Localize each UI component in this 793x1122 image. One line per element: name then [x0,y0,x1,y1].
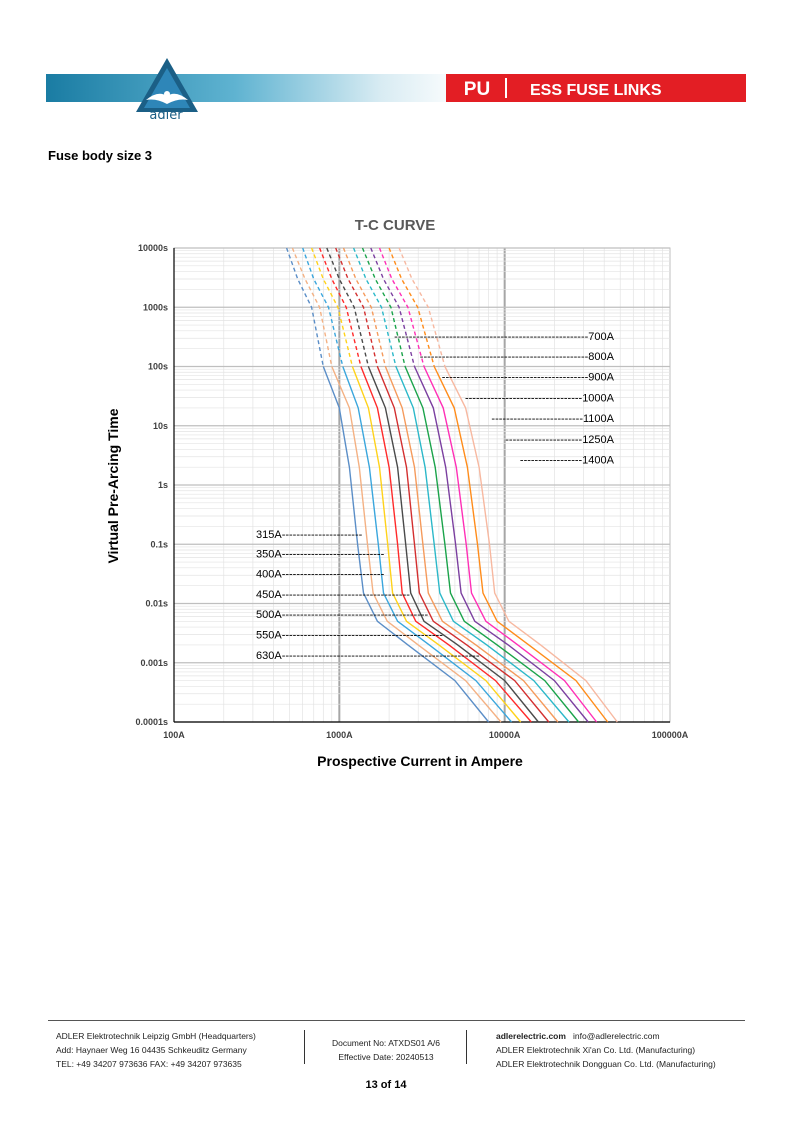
series-1100A-line [423,366,598,723]
series-630A-dashed [335,247,379,367]
y-tick-label: 0.0001s [135,717,168,727]
rating-label-400A: 400A---------------------------- [256,569,385,581]
x-tick-label: 10000A [489,730,521,740]
y-tick-label: 100s [148,362,168,372]
footer-separator-1 [304,1030,305,1064]
footer-contact-block: adlerelectric.com info@adlerelectric.com… [496,1029,716,1071]
rating-label-1000A: --------------------------------1000A [465,392,615,404]
x-tick-label: 1000A [326,730,353,740]
tc-curve-chart: T-C CURVE Prospective Current in Ampere … [105,217,689,769]
series-900A-line [404,366,580,723]
header-band-blue [46,74,466,102]
header-band-red [446,74,746,102]
footer-effective-date: Effective Date: 20240513 [338,1052,434,1062]
tick-labels: 100A 1000A 10000A 100000A 0.0001s 0.001s 0.01s… [135,243,688,740]
rating-label-315A: 315A---------------------- [256,529,363,541]
series-500A-dashed [318,247,362,367]
footer-separator-2 [466,1030,467,1064]
y-axis-label: Virtual Pre-Arcing Time [105,408,121,563]
series-1400A-dashed [398,247,446,367]
series-800A-line [395,366,570,723]
series-700A-dashed [342,247,387,367]
x-tick-label: 100000A [652,730,689,740]
chart-title: T-C CURVE [355,217,436,234]
footer-divider [48,1020,745,1021]
rating-label-700A: ----------------------------------------… [394,331,614,343]
series-800A-dashed [352,247,397,367]
y-tick-label: 0.001s [140,658,168,668]
series-1000A-dashed [370,247,416,367]
rating-annotations: 315A---------------------- 350A----------… [256,331,615,662]
y-tick-label: 10000s [138,243,168,253]
chart-axes: T-C CURVE Prospective Current in Ampere … [105,217,523,769]
section-title: Fuse body size 3 [48,148,153,163]
series-450A-line [351,366,522,723]
series-400A-line [342,366,513,723]
page-number: 13 of 14 [365,1079,407,1091]
rating-label-900A: ----------------------------------------… [442,371,615,383]
y-tick-label: 0.1s [150,539,168,549]
y-tick-label: 0.01s [145,599,168,609]
footer-site-xian: ADLER Elektrotechnik Xi'an Co. Ltd. (Man… [496,1045,696,1055]
series-1100A-dashed [378,247,425,367]
series-315A-dashed [285,247,324,367]
series-400A-dashed [302,247,344,367]
footer-doc-block: Document No: ATXDS01 A/6 Effective Date:… [316,1036,456,1064]
series-550A-dashed [326,247,370,367]
x-tick-label: 100A [163,730,185,740]
series-550A-line [367,366,539,723]
y-tick-label: 10s [153,421,168,431]
curve-series [285,247,618,723]
series-450A-dashed [310,247,354,367]
rating-label-350A: 350A---------------------------- [256,548,385,560]
rating-label-800A: ----------------------------------------… [420,351,615,363]
footer-company: ADLER Elektrotechnik Leipzig GmbH (Headq… [56,1031,256,1041]
series-1400A-line [444,366,618,723]
series-350A-line [331,366,502,723]
footer-address: Add: Haynaer Weg 16 04435 Schkeuditz Ger… [56,1045,247,1055]
series-700A-line [384,366,559,723]
footer-phone: TEL: +49 34207 973636 FAX: +49 34207 973… [56,1059,242,1069]
series-630A-line [376,366,550,723]
series-1000A-line [413,366,589,723]
footer-website[interactable]: adlerelectric.com [496,1031,566,1041]
rating-label-450A: 450A----------------------------------- [256,589,410,601]
footer-hq-block: ADLER Elektrotechnik Leipzig GmbH (Headq… [56,1029,256,1071]
rating-label-1250A: ---------------------1250A [505,434,614,446]
product-line-title: ESS FUSE LINKS [530,82,662,99]
series-350A-dashed [291,247,333,367]
series-1250A-line [433,366,609,723]
rating-label-550A: 550A------------------------------------… [256,629,443,641]
y-tick-label: 1s [158,480,168,490]
rating-label-630A: 630A------------------------------------… [256,650,480,662]
x-axis-label: Prospective Current in Ampere [317,753,523,769]
rating-label-1400A: -----------------1400A [520,454,615,466]
logo-wordmark: adler [149,108,183,123]
rating-label-500A: 500A------------------------------------… [256,609,429,621]
footer-email[interactable]: info@adlerelectric.com [573,1031,660,1041]
product-code: PU [463,79,491,100]
adler-logo-icon [136,58,198,112]
series-900A-dashed [361,247,406,367]
series-1250A-dashed [388,247,435,367]
series-315A-line [322,366,490,723]
rating-label-1100A: -------------------------1100A [491,413,614,425]
header-separator [505,78,507,98]
y-tick-label: 1000s [143,302,168,312]
series-500A-line [360,366,532,723]
footer-site-dongguan: ADLER Elektrotechnik Dongguan Co. Ltd. (… [496,1059,716,1069]
footer-doc-no: Document No: ATXDS01 A/6 [331,1038,441,1048]
